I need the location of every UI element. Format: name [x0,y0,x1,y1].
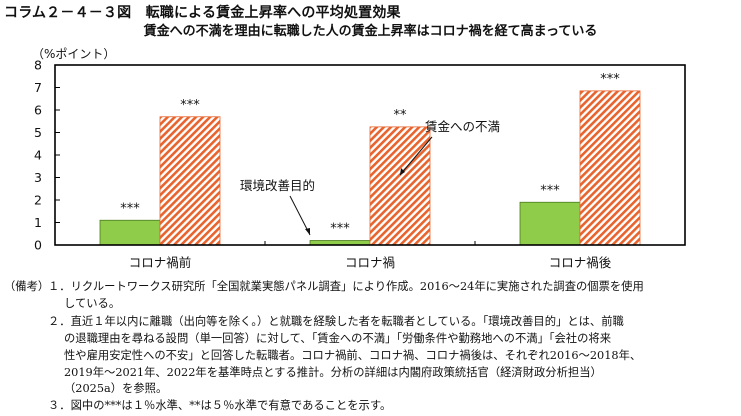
y-tick-label: 6 [34,103,42,118]
x-category-label: コロナ禍前 [129,255,192,270]
y-tick-label: 5 [34,125,42,140]
note-1: １．リクルートワークス研究所「全国就業実態パネル調査」により作成。2016～24… [48,280,644,293]
bar-environment [99,219,161,246]
x-category-label: コロナ禍後 [549,255,612,270]
x-category-label: コロナ禍 [345,255,395,270]
significance-label: ** [394,108,408,123]
note-3: ３．図中の***は１％水準、**は５％水準で有意であることを示す。 [48,399,392,412]
significance-label: *** [600,72,620,87]
plot-frame [54,64,686,246]
y-tick-label: 3 [34,170,42,185]
significance-label: *** [120,201,140,216]
bars: ***************** [99,72,641,246]
y-tick-label: 0 [34,238,42,253]
x-axis: コロナ禍前 コロナ禍 コロナ禍後 [129,241,612,270]
callout-arrowhead-wage [400,168,405,175]
figure-title: コラム２－４－３図 転職による賃金上昇率への平均処置効果 [4,5,401,21]
callout-arrow-wage [399,136,433,176]
note-2-cont-4: （2025a）を参照。 [64,382,168,395]
y-unit-label: （%ポイント） [32,47,115,61]
callout-arrow-env [289,195,311,236]
chart-subtitle: 賃金への不満を理由に転職した人の賃金上昇率はコロナ禍を経て高まっている [143,24,598,39]
bar-wage-dissatisfaction [159,116,221,246]
note-2: ２．直近１年以内に離職（出向等を除く。）と就職を経験した者を転職者としている。「… [48,315,624,328]
y-tick-label: 2 [34,193,42,208]
y-tick-label: 8 [34,58,42,73]
series-label-wage: 賃金への不満 [425,119,500,134]
series-label-env: 環境改善目的 [240,178,315,193]
significance-label: *** [180,98,200,113]
bar-wage-dissatisfaction [369,126,431,246]
callout-arrowhead-env [305,228,310,235]
note-1-cont: している。 [64,297,121,310]
y-tick-label: 4 [34,148,42,163]
y-axis: 0 1 2 3 4 5 6 7 8 [34,58,60,253]
significance-label: *** [330,222,350,237]
note-2-cont-3: 2019年～2021年、2022年を基準時点とする推計。分析の詳細は内閣府政策統… [64,366,602,379]
series-callouts: 賃金への不満 環境改善目的 [240,119,500,236]
y-tick-label: 1 [34,215,42,230]
note-2-cont-2: 性や雇用安定性への不安」と回答した転職者。コロナ禍前、コロナ禍、コロナ禍後は、そ… [64,349,642,362]
bar-wage-dissatisfaction [579,90,641,246]
significance-label: *** [540,183,560,198]
note-2-cont-1: の退職理由を尋ねる設問（単一回答）に対して、「賃金への不満」「労働条件や勤務地へ… [64,332,611,345]
bar-environment [519,201,581,246]
y-tick-label: 7 [34,80,42,95]
notes-label: （備考） [4,280,50,293]
